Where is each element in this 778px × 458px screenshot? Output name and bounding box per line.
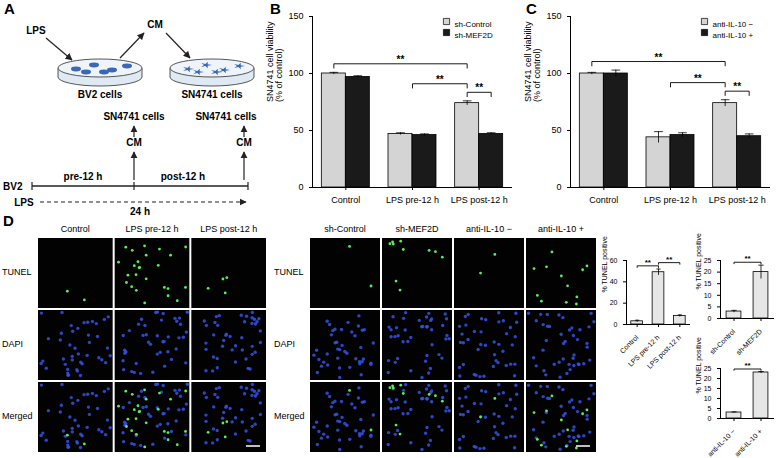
svg-text:15: 15 [704,280,712,287]
svg-text:40: 40 [610,278,618,285]
svg-text:**: ** [475,82,483,93]
svg-text:**: ** [666,255,673,264]
svg-text:**: ** [397,54,405,65]
svg-text:pre-12 h: pre-12 h [64,171,103,182]
svg-text:LPS post-12 h: LPS post-12 h [646,334,683,371]
svg-text:Merged: Merged [274,411,305,421]
svg-text:SN4741 cells: SN4741 cells [181,89,243,100]
svg-text:10: 10 [704,395,712,402]
svg-text:**: ** [694,73,702,84]
svg-text:**: ** [655,52,663,63]
svg-text:% TUNEL positive: % TUNEL positive [601,236,609,293]
svg-text:150: 150 [546,11,561,21]
svg-text:TUNEL: TUNEL [274,267,304,277]
svg-text:CM: CM [236,137,252,148]
svg-text:50: 50 [293,125,303,135]
svg-text:0: 0 [556,182,561,192]
svg-text:SN4741 cells: SN4741 cells [103,111,165,122]
svg-text:sh-MEF2D: sh-MEF2D [395,224,439,234]
svg-text:DAPI: DAPI [274,339,295,349]
svg-text:anti-IL-10 +: anti-IL-10 + [733,428,763,458]
svg-text:anti-IL-10 +: anti-IL-10 + [713,31,754,40]
svg-text:24 h: 24 h [130,206,150,217]
svg-text:BV2 cells: BV2 cells [78,89,123,100]
svg-text:post-12 h: post-12 h [161,171,205,182]
svg-text:25: 25 [704,365,712,372]
svg-text:Control: Control [619,333,640,354]
svg-text:20: 20 [704,268,712,275]
svg-text:% TUNEL positive: % TUNEL positive [695,337,703,394]
svg-text:BV2: BV2 [3,181,23,192]
svg-text:sh-Control: sh-Control [455,20,492,29]
svg-text:60: 60 [610,257,618,264]
svg-text:Control: Control [331,195,360,205]
svg-text:0: 0 [614,321,618,328]
svg-text:Control: Control [61,224,90,234]
svg-text:CM: CM [147,19,163,30]
svg-text:Control: Control [589,195,618,205]
svg-text:LPS post-12 h: LPS post-12 h [709,195,766,205]
svg-text:sh-MEF2D: sh-MEF2D [455,31,493,40]
svg-text:LPS: LPS [26,25,46,36]
svg-text:20: 20 [704,375,712,382]
svg-text:anti-IL-10 −: anti-IL-10 − [706,428,736,458]
svg-text:50: 50 [551,125,561,135]
svg-text:0: 0 [298,182,303,192]
svg-text:anti-IL-10 +: anti-IL-10 + [538,224,584,234]
svg-text:150: 150 [288,11,303,21]
svg-text:LPS pre-12 h: LPS pre-12 h [125,224,178,234]
svg-text:anti-IL-10 −: anti-IL-10 − [713,20,754,29]
svg-text:anti-IL-10 −: anti-IL-10 − [466,224,512,234]
html-text:C: C [526,0,537,17]
html-text:A: A [4,0,15,17]
svg-text:25: 25 [704,257,712,264]
svg-text:20: 20 [610,299,618,306]
svg-text:Merged: Merged [2,411,33,421]
svg-text:**: ** [645,258,652,267]
svg-text:5: 5 [708,303,712,310]
svg-text:15: 15 [704,385,712,392]
svg-text:5: 5 [708,405,712,412]
svg-text:SN4741 cells: SN4741 cells [195,111,257,122]
svg-text:**: ** [733,81,741,92]
svg-text:sh-MEF2D: sh-MEF2D [735,328,764,357]
svg-text:% TUNEL positive: % TUNEL positive [695,233,703,290]
svg-text:LPS post-12 h: LPS post-12 h [200,224,257,234]
svg-text:LPS pre-12 h: LPS pre-12 h [644,195,697,205]
svg-text:0: 0 [708,415,712,422]
svg-text:sh-Control: sh-Control [709,327,737,355]
svg-text:0: 0 [708,315,712,322]
svg-text:LPS pre-12 h: LPS pre-12 h [386,195,439,205]
svg-text:TUNEL: TUNEL [2,267,32,277]
svg-text:DAPI: DAPI [2,339,23,349]
svg-text:SN4741 cell viability(% of con: SN4741 cell viability(% of control) [523,21,542,102]
svg-text:**: ** [744,361,751,370]
svg-text:LPS post-12 h: LPS post-12 h [451,195,508,205]
svg-text:sh-Control: sh-Control [324,224,366,234]
svg-text:**: ** [436,74,444,85]
html-text:D: D [3,212,14,229]
svg-text:LPS: LPS [14,197,34,208]
svg-text:100: 100 [546,68,561,78]
html-text:B: B [270,0,281,17]
svg-text:CM: CM [126,137,142,148]
svg-text:100: 100 [288,68,303,78]
svg-text:SN4741 cell viability(% of con: SN4741 cell viability(% of control) [265,21,284,102]
svg-text:LPS pre-12 h: LPS pre-12 h [626,333,661,368]
svg-text:**: ** [744,254,751,263]
svg-text:10: 10 [704,292,712,299]
